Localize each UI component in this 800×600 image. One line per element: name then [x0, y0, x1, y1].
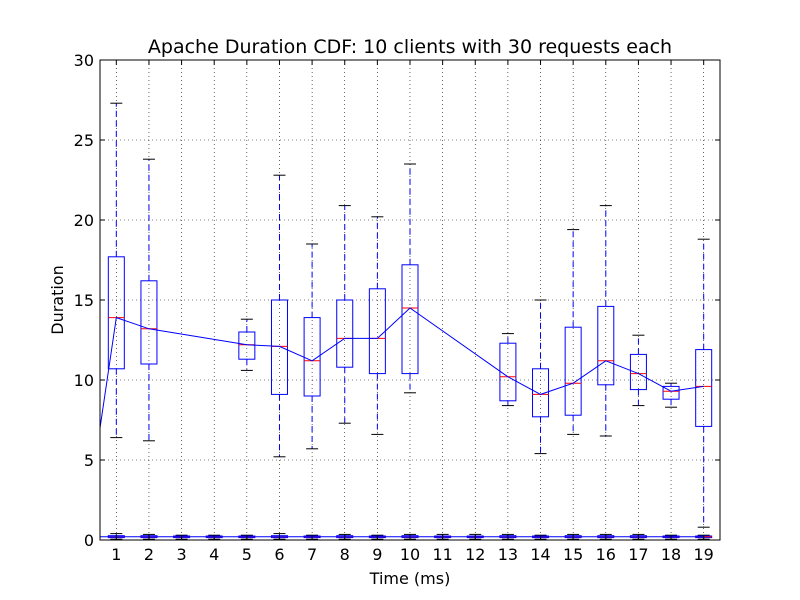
x-tick-label: 4 — [209, 545, 219, 564]
x-tick-label: 11 — [432, 545, 452, 564]
plot-layer — [99, 102, 713, 540]
y-tick-label: 30 — [74, 51, 94, 70]
x-tick-label: 15 — [563, 545, 583, 564]
box-series-1 — [270, 174, 288, 458]
x-tick-label: 14 — [530, 545, 550, 564]
y-tick-label: 5 — [84, 451, 94, 470]
y-tick-label: 0 — [84, 531, 94, 550]
x-tick-label: 10 — [400, 545, 420, 564]
x-tick-label: 6 — [274, 545, 284, 564]
box-series-1 — [499, 333, 517, 407]
y-axis-label: Duration — [48, 265, 67, 335]
box-series-1 — [401, 163, 419, 394]
x-tick-label: 1 — [111, 545, 121, 564]
x-axis-label: Time (ms) — [369, 569, 451, 588]
box-iqr — [107, 256, 125, 370]
x-tick-label: 19 — [694, 545, 714, 564]
box-series-1 — [303, 243, 321, 450]
box-iqr — [140, 280, 158, 365]
x-tick-label: 16 — [596, 545, 616, 564]
box-series-1 — [532, 299, 550, 455]
box-iqr — [597, 305, 615, 386]
box-iqr — [564, 326, 582, 416]
x-tick-label: 9 — [372, 545, 382, 564]
box-iqr — [336, 299, 354, 368]
x-tick-label: 3 — [176, 545, 186, 564]
y-tick-label: 25 — [74, 131, 94, 150]
box-series-1 — [662, 382, 680, 408]
x-tick-label: 8 — [340, 545, 350, 564]
y-tick-label: 20 — [74, 211, 94, 230]
box-series-1 — [336, 205, 354, 424]
x-tick-label: 7 — [307, 545, 317, 564]
x-tick-label: 17 — [628, 545, 648, 564]
box-series-1 — [368, 216, 386, 435]
x-tick-label: 2 — [144, 545, 154, 564]
x-tick-label: 12 — [465, 545, 485, 564]
box-series-1 — [629, 334, 647, 407]
grid-layer — [100, 60, 720, 540]
box-iqr — [270, 299, 288, 395]
y-tick-label: 15 — [74, 291, 94, 310]
chart-title: Apache Duration CDF: 10 clients with 30 … — [148, 36, 672, 58]
box-iqr — [532, 368, 550, 418]
box-iqr — [662, 385, 680, 400]
box-series-1 — [140, 158, 158, 442]
x-tick-label: 5 — [242, 545, 252, 564]
box-iqr — [629, 353, 647, 391]
box-iqr — [401, 264, 419, 375]
median-line-series-1 — [99, 307, 704, 429]
box-series-1 — [107, 102, 125, 439]
box-iqr — [499, 342, 517, 402]
x-tick-label: 18 — [661, 545, 681, 564]
box-series-1 — [597, 205, 615, 437]
x-tick-label: 13 — [498, 545, 518, 564]
y-tick-label: 10 — [74, 371, 94, 390]
